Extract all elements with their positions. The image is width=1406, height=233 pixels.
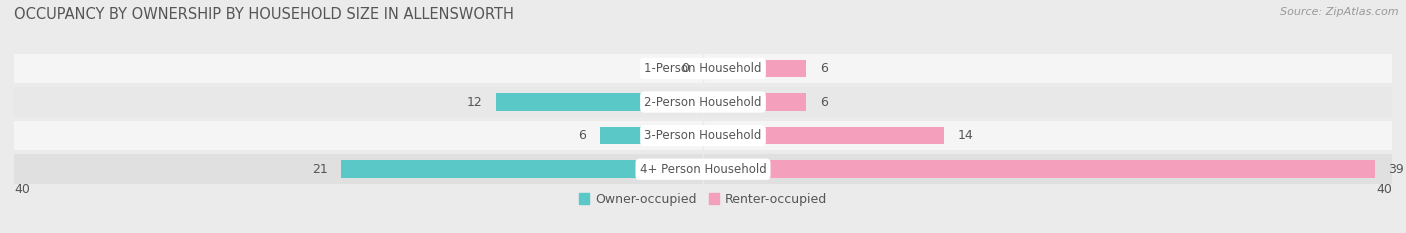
Text: 6: 6 — [578, 129, 586, 142]
Text: 6: 6 — [820, 62, 828, 75]
FancyBboxPatch shape — [14, 121, 1392, 151]
Text: 0: 0 — [682, 62, 689, 75]
Text: 6: 6 — [820, 96, 828, 109]
Bar — [703, 93, 807, 111]
Text: 21: 21 — [312, 163, 328, 176]
Text: 40: 40 — [1376, 183, 1392, 196]
Bar — [703, 127, 945, 144]
Text: 4+ Person Household: 4+ Person Household — [640, 163, 766, 176]
Text: 14: 14 — [957, 129, 974, 142]
Text: 40: 40 — [14, 183, 30, 196]
Text: 1-Person Household: 1-Person Household — [644, 62, 762, 75]
Text: 2-Person Household: 2-Person Household — [644, 96, 762, 109]
Text: 39: 39 — [1389, 163, 1405, 176]
Bar — [703, 60, 807, 77]
FancyBboxPatch shape — [14, 87, 1392, 117]
Bar — [342, 161, 703, 178]
Bar — [599, 127, 703, 144]
Bar — [496, 93, 703, 111]
Text: 12: 12 — [467, 96, 482, 109]
Text: 3-Person Household: 3-Person Household — [644, 129, 762, 142]
FancyBboxPatch shape — [14, 154, 1392, 184]
Bar — [703, 161, 1375, 178]
FancyBboxPatch shape — [14, 54, 1392, 83]
Legend: Owner-occupied, Renter-occupied: Owner-occupied, Renter-occupied — [574, 188, 832, 211]
Text: OCCUPANCY BY OWNERSHIP BY HOUSEHOLD SIZE IN ALLENSWORTH: OCCUPANCY BY OWNERSHIP BY HOUSEHOLD SIZE… — [14, 7, 515, 22]
Text: Source: ZipAtlas.com: Source: ZipAtlas.com — [1281, 7, 1399, 17]
